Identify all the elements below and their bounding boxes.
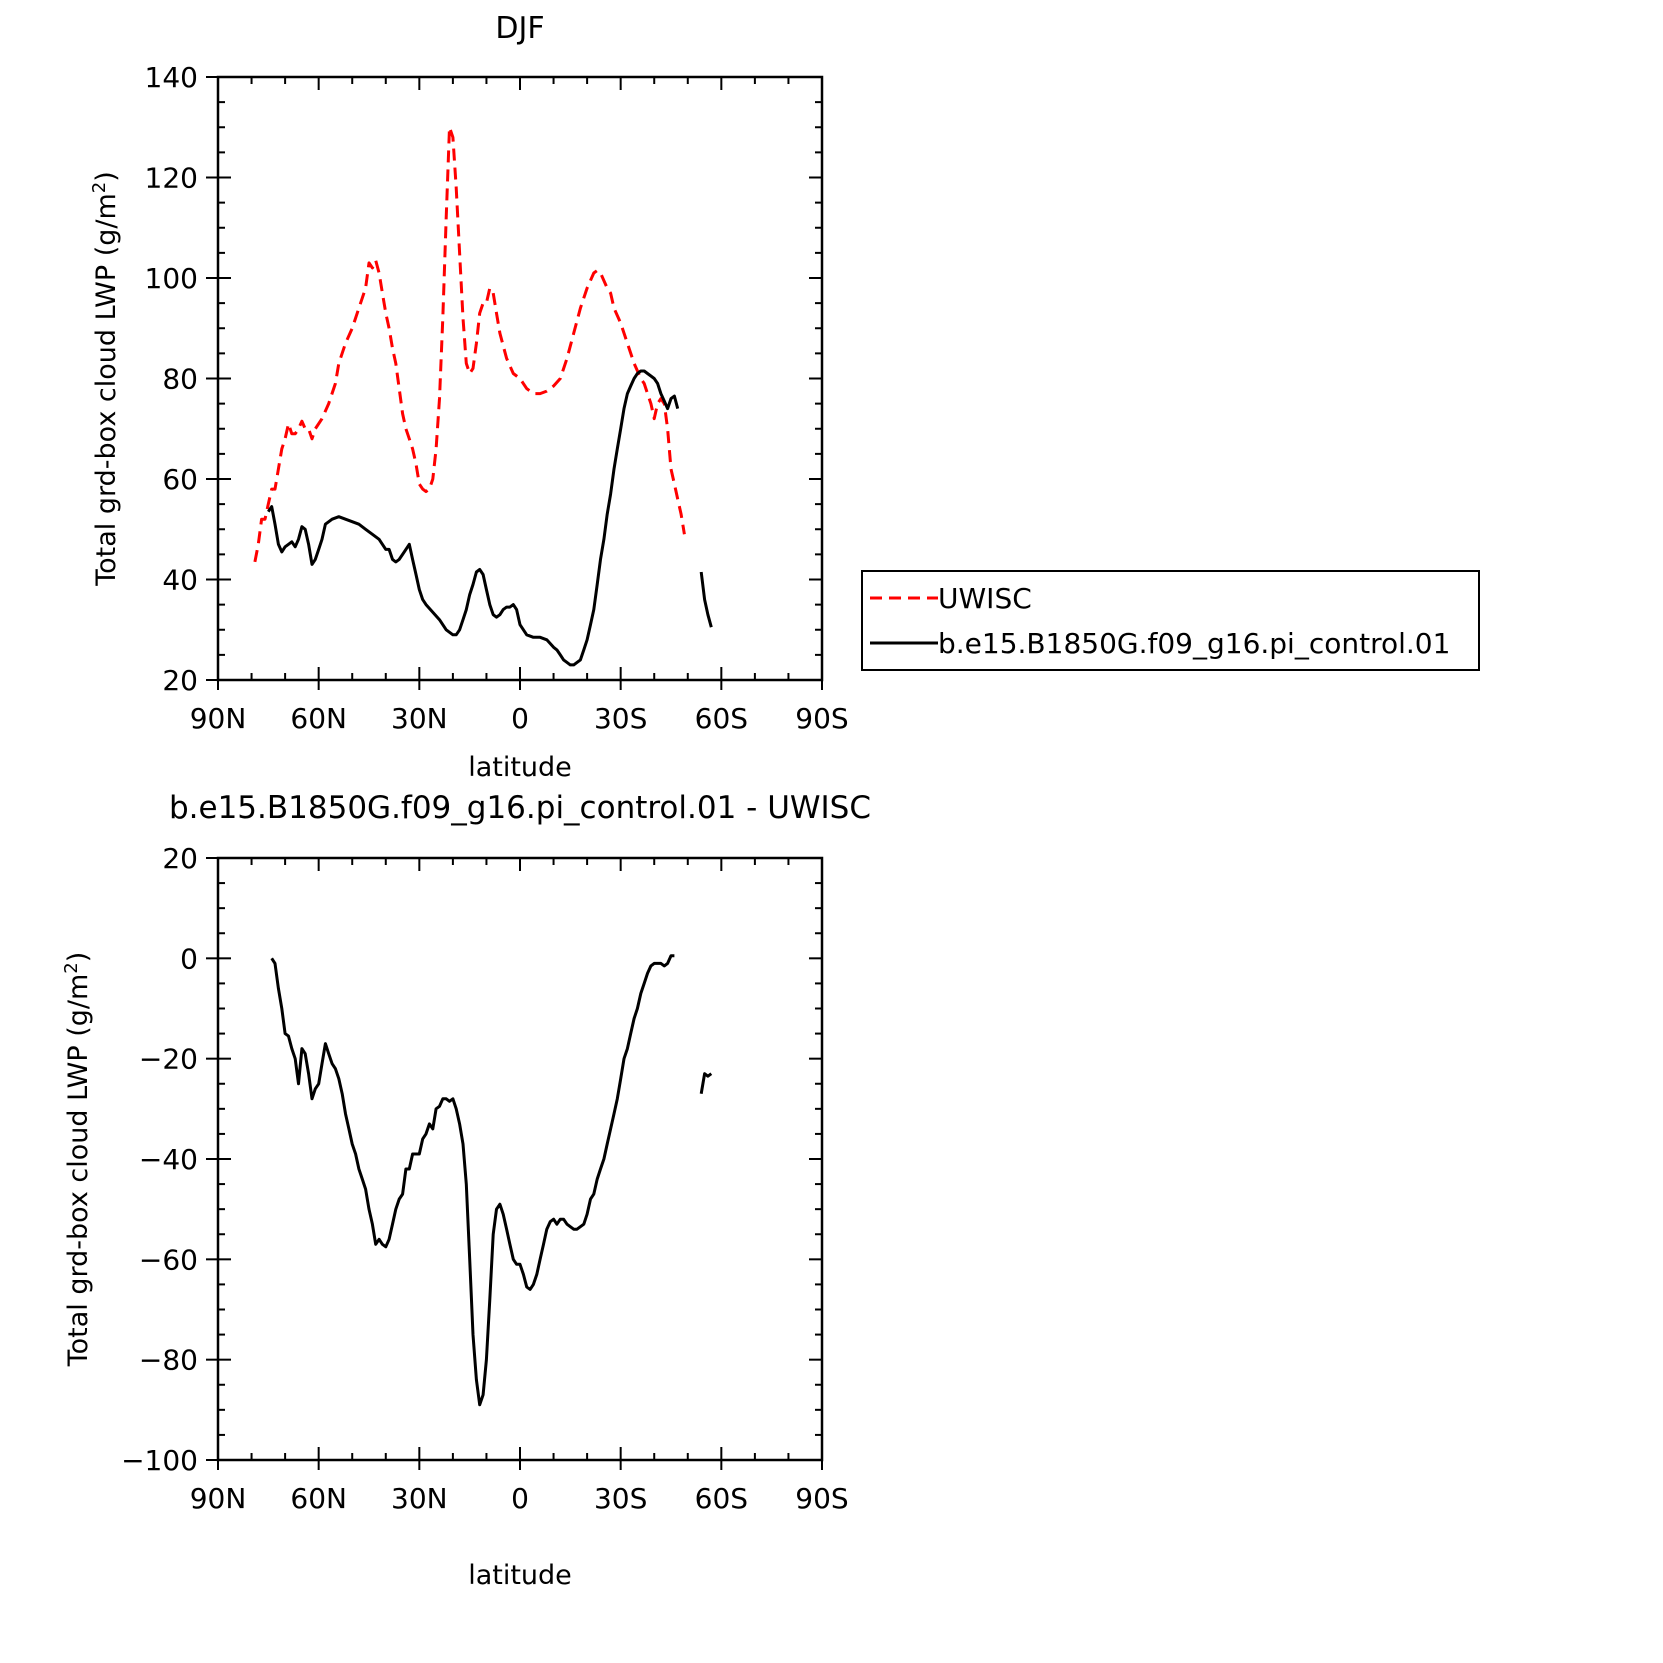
y-axis-label-main: Total grd-box cloud LWP (g/m: [63, 974, 94, 1368]
x-tick-label: 60N: [290, 702, 347, 735]
plot-frame: [216, 856, 824, 1462]
series-line-b-e15-b1850g-f09-g16-pi-control-01-seg-0: [267, 369, 680, 667]
y-tick-label: −80: [139, 1344, 198, 1377]
legend-box: [861, 570, 1480, 671]
legend-label: b.e15.B1850G.f09_g16.pi_control.01: [938, 627, 1450, 660]
legend-label: UWISC: [938, 582, 1032, 615]
x-tick-label: 60S: [695, 1482, 748, 1515]
y-tick-label: 80: [162, 363, 198, 396]
series-line-difference-seg-0: [270, 954, 675, 1407]
x-tick-label: 90S: [795, 1482, 848, 1515]
y-tick-label: 20: [162, 664, 198, 697]
legend: UWISC b.e15.B1850G.f09_g16.pi_control.01: [861, 570, 1480, 671]
y-tick-label: −20: [139, 1043, 198, 1076]
y-tick-label: 60: [162, 463, 198, 496]
x-tick-label: 90N: [190, 1482, 247, 1515]
x-tick-label: 0: [511, 702, 529, 735]
series-line-b-e15-b1850g-f09-g16-pi-control-01-seg-1: [699, 571, 713, 628]
x-tick-label: 60N: [290, 1482, 347, 1515]
x-axis-label: latitude: [468, 1560, 572, 1591]
y-tick-label: 120: [145, 162, 198, 195]
x-tick-label: 90S: [795, 702, 848, 735]
x-tick-label: 30N: [391, 1482, 448, 1515]
top-panel-djf: DJF 90N 60N 30N 0 30S 60S 90S 20 40 60 80 100 120 140 l…: [89, 11, 1480, 783]
y-tick-label: 100: [145, 262, 198, 295]
series-group: [253, 125, 713, 667]
y-tick-label: −40: [139, 1143, 198, 1176]
series-group: [270, 954, 713, 1407]
y-axis-label: Total grd-box cloud LWP (g/m2): [61, 952, 94, 1368]
series-line-difference-seg-1: [699, 1072, 713, 1095]
y-tick-label: 20: [162, 842, 198, 875]
y-tick-label: 40: [162, 564, 198, 597]
y-axis-label-close: ): [63, 952, 94, 963]
y-axis-label-main: Total grd-box cloud LWP (g/m: [91, 193, 122, 587]
y-tick-label: 140: [145, 61, 198, 94]
x-axis-label: latitude: [468, 752, 572, 783]
x-tick-label: 30N: [391, 702, 448, 735]
x-tick-label: 90N: [190, 702, 247, 735]
y-tick-label: −60: [139, 1243, 198, 1276]
series-line-uwisc-seg-0: [253, 125, 686, 563]
x-tick-label: 30S: [594, 1482, 647, 1515]
y-axis-label-close: ): [91, 171, 122, 182]
y-axis-label: Total grd-box cloud LWP (g/m2): [89, 171, 122, 587]
chart-title: DJF: [495, 11, 544, 46]
x-tick-label: 60S: [695, 702, 748, 735]
plot-frame: [216, 75, 824, 682]
bottom-panel-difference: b.e15.B1850G.f09_g16.pi_control.01 - UWI…: [61, 790, 871, 1591]
x-tick-label: 30S: [594, 702, 647, 735]
y-tick-label: 0: [180, 942, 198, 975]
y-axis-label-superscript: 2: [89, 182, 110, 193]
y-tick-label: −100: [121, 1444, 198, 1477]
chart-title: b.e15.B1850G.f09_g16.pi_control.01 - UWI…: [169, 790, 871, 826]
y-axis-label-superscript: 2: [61, 962, 82, 973]
x-tick-label: 0: [511, 1482, 529, 1515]
